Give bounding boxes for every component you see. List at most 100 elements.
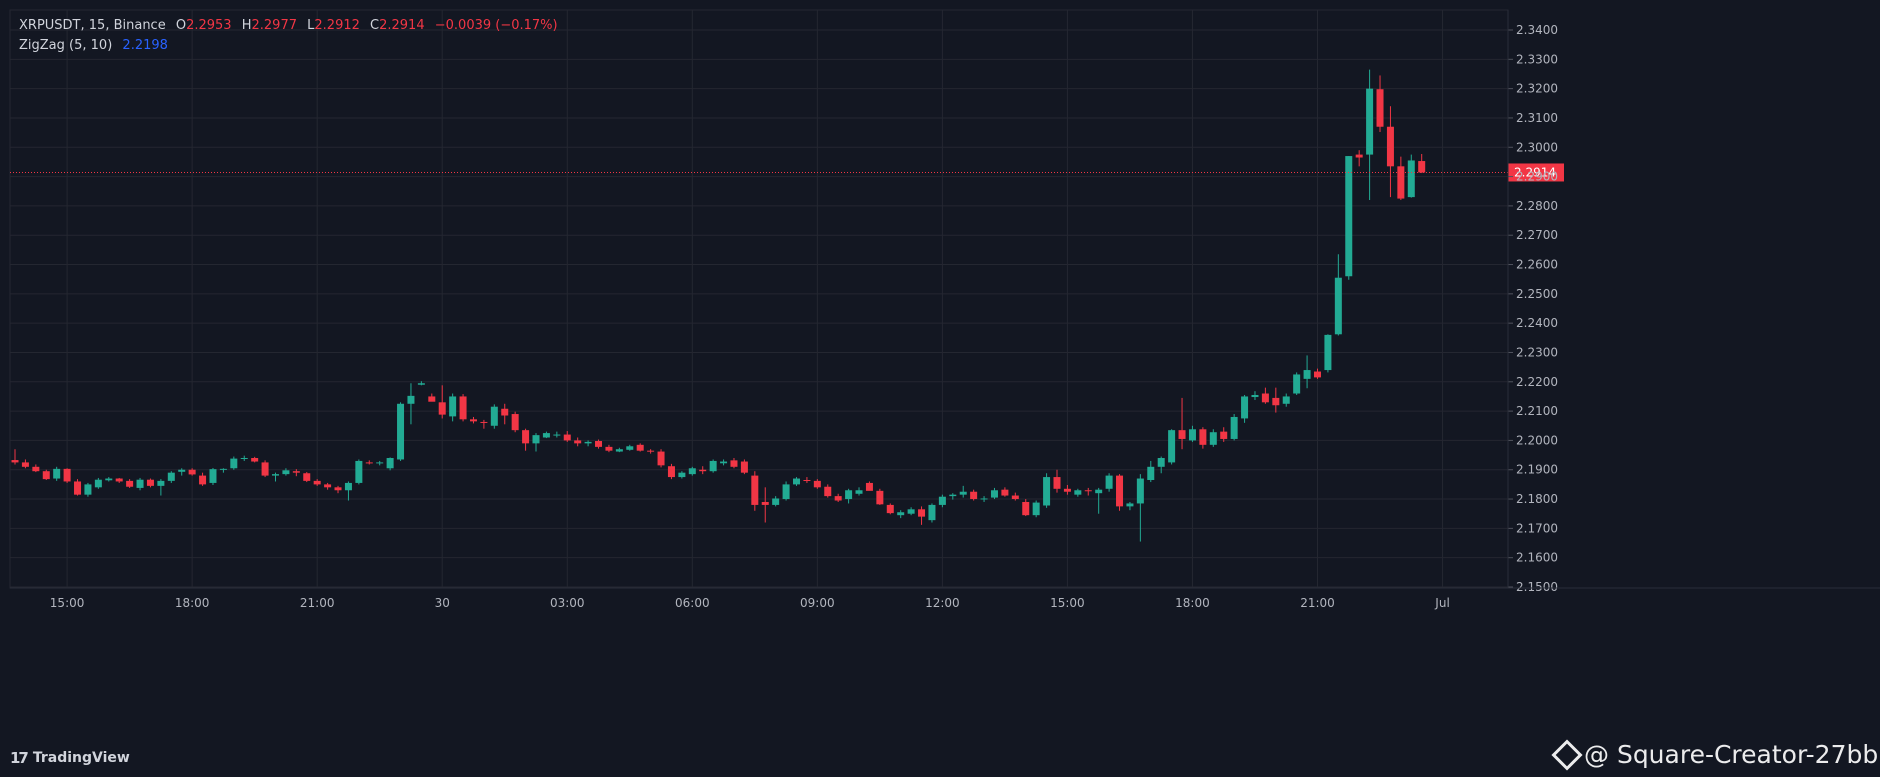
candle-body: [782, 484, 790, 500]
candle: [959, 485, 967, 498]
candle-body: [584, 441, 592, 444]
candle-body: [365, 462, 373, 464]
candle-body: [699, 469, 707, 472]
plot-border: [9, 9, 1509, 589]
candle-body: [522, 430, 530, 444]
high-label: H: [241, 18, 252, 33]
candle: [365, 460, 373, 465]
tradingview-logo[interactable]: 17 TradingView: [10, 749, 130, 767]
candle-body: [1053, 477, 1061, 489]
brand-label: TradingView: [32, 750, 130, 766]
candle-body: [980, 498, 988, 500]
y-tick-label: 2.3300: [1516, 52, 1558, 66]
candle-body: [1376, 89, 1384, 127]
candle: [751, 471, 759, 511]
candle-body: [1168, 430, 1176, 463]
candle-body: [272, 474, 279, 476]
candle: [678, 471, 686, 479]
price-label-bg: [1508, 163, 1564, 182]
candle: [1366, 69, 1374, 201]
candle: [490, 404, 498, 429]
symbol-legend[interactable]: XRPUSDT, 15, Binance O2.2953 H2.2977 L2.…: [19, 18, 558, 33]
y-tick-label: 2.3200: [1516, 82, 1558, 96]
candle: [1147, 460, 1155, 483]
candle-body: [636, 444, 644, 451]
candle-body: [115, 478, 123, 482]
candle-body: [1261, 393, 1269, 403]
candle: [178, 468, 186, 476]
candle: [970, 489, 978, 501]
candle: [199, 472, 207, 486]
candle-body: [313, 480, 321, 485]
candle: [1407, 154, 1415, 198]
candle: [1230, 414, 1238, 441]
candle-body: [1043, 477, 1051, 506]
candle-body: [386, 458, 394, 469]
candle-body: [970, 491, 978, 500]
candle: [553, 431, 561, 438]
x-tick-label: 09:00: [800, 596, 835, 610]
candle: [417, 381, 425, 386]
candle: [1126, 501, 1134, 511]
candle: [438, 385, 446, 419]
candle-body: [1418, 161, 1426, 173]
tradingview-icon: 17: [10, 749, 29, 767]
candle: [428, 393, 436, 402]
candle: [709, 459, 717, 473]
candle-body: [1116, 475, 1124, 507]
candle: [949, 493, 957, 500]
candle: [53, 466, 61, 481]
candle-body: [1303, 370, 1311, 379]
candle: [563, 431, 571, 442]
candle-body: [938, 496, 946, 505]
indicator-legend[interactable]: ZigZag (5, 10) 2.2198: [19, 38, 168, 53]
y-tick-label: 2.3100: [1516, 111, 1558, 125]
x-tick-label: Jul: [1434, 596, 1449, 610]
candle-body: [146, 479, 154, 486]
candle-body: [334, 487, 342, 491]
x-tick-label: 30: [435, 596, 450, 610]
candle: [1168, 429, 1176, 465]
candle: [1209, 429, 1217, 447]
candle-body: [1397, 166, 1405, 199]
candle-body: [865, 482, 873, 491]
candle-body: [1220, 431, 1228, 439]
candle: [344, 481, 352, 501]
candle-body: [657, 451, 665, 466]
candle: [720, 459, 728, 466]
candle: [730, 458, 738, 469]
candle-body: [1001, 489, 1009, 496]
candle-body: [1126, 503, 1134, 507]
candle-body: [136, 479, 144, 488]
candle: [219, 468, 227, 473]
indicator-name: ZigZag: [19, 38, 65, 53]
y-tick-label: 2.2500: [1516, 287, 1558, 301]
candle-body: [178, 469, 186, 472]
candle: [1178, 397, 1186, 450]
candle-body: [761, 501, 769, 505]
candle: [282, 468, 290, 476]
candle-body: [793, 478, 800, 485]
y-tick-label: 2.2700: [1516, 228, 1558, 242]
candle: [167, 471, 175, 483]
candle: [595, 439, 603, 449]
candlestick-chart[interactable]: 2.2914 2.1500 2.1600 2.1700 2.1800 2.1900 2.2…: [0, 0, 1880, 740]
candle: [584, 440, 592, 447]
candle: [21, 459, 29, 469]
candle: [1334, 254, 1342, 336]
open-value: 2.2953: [186, 18, 232, 33]
candle-body: [553, 434, 561, 436]
candle: [761, 487, 769, 523]
candle-body: [1157, 458, 1165, 467]
candle: [636, 443, 644, 452]
candle-body: [1209, 432, 1217, 445]
candle-body: [1251, 394, 1259, 398]
candle: [1074, 488, 1082, 497]
candle: [845, 488, 853, 504]
candle: [94, 477, 102, 489]
candle: [334, 485, 342, 494]
candle-body: [1095, 489, 1103, 494]
low-value: 2.2912: [314, 18, 360, 33]
candle-body: [605, 446, 613, 451]
